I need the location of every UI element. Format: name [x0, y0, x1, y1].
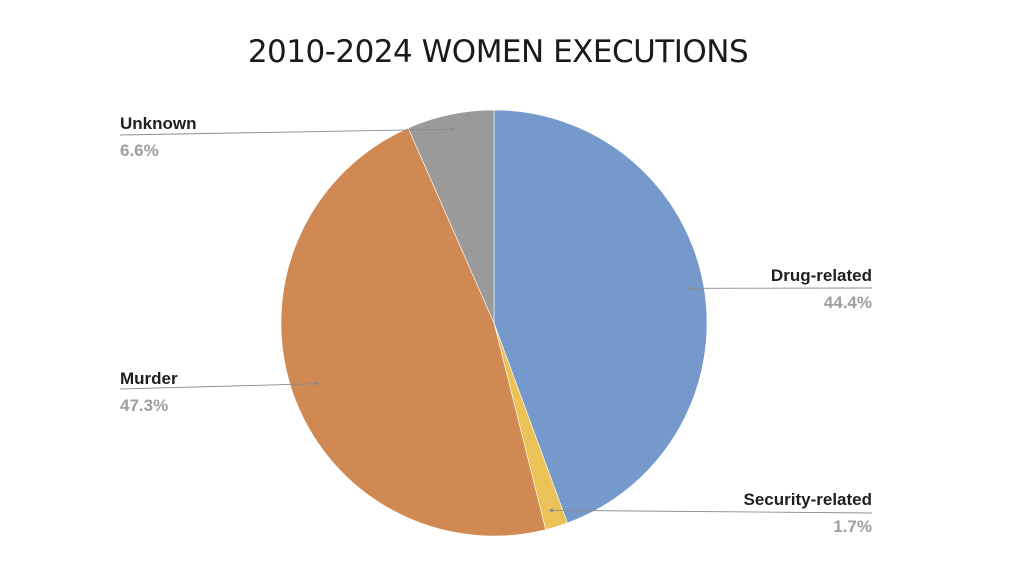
slice-labels: Drug-related 44.4% Security-related 1.7% Mur…	[120, 114, 872, 536]
leader-lines	[119, 127, 873, 514]
slice-label-unknown: Unknown	[120, 114, 197, 133]
slice-label-security-related: Security-related	[744, 490, 873, 509]
slice-label-murder: Murder	[120, 369, 178, 388]
leader-dot-security-related	[549, 508, 554, 513]
slice-value-security-related: 1.7%	[833, 517, 872, 536]
leader-line-security-related	[551, 509, 873, 514]
slice-value-unknown: 6.6%	[120, 141, 159, 160]
pie-slices	[280, 109, 708, 537]
slice-label-drug-related: Drug-related	[771, 266, 872, 285]
pie-slice-unknown	[407, 109, 495, 324]
leader-line-murder	[119, 383, 317, 390]
leader-dot-murder	[314, 381, 319, 386]
chart-title: 2010-2024 WOMEN EXECUTIONS	[247, 34, 749, 70]
leader-line-unknown	[119, 128, 454, 136]
leader-dot-drug-related	[687, 286, 691, 291]
slice-value-murder: 47.3%	[120, 396, 168, 415]
pie-slice-drug-related	[493, 109, 708, 524]
slice-value-drug-related: 44.4%	[824, 293, 872, 312]
pie-slice-murder	[280, 127, 547, 537]
leader-dot-unknown	[451, 127, 456, 131]
